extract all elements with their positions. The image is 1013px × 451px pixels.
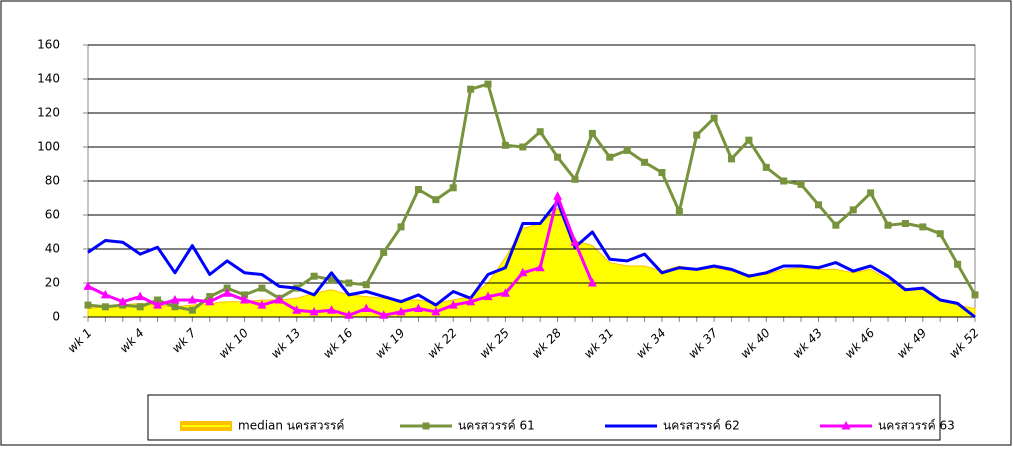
square-marker xyxy=(519,143,527,151)
triangle-marker xyxy=(135,291,145,301)
square-marker xyxy=(154,296,162,304)
legend-label: นครสวรรค์ 62 xyxy=(663,419,740,433)
triangle-marker xyxy=(100,289,110,299)
square-marker xyxy=(571,175,579,183)
square-marker xyxy=(710,114,718,122)
square-marker xyxy=(606,153,614,161)
square-marker xyxy=(728,155,736,163)
triangle-marker xyxy=(535,262,545,272)
triangle-marker xyxy=(205,296,215,306)
triangle-marker xyxy=(153,300,163,309)
square-marker xyxy=(467,85,475,93)
triangle-marker xyxy=(118,296,128,306)
square-marker xyxy=(762,163,770,171)
triangle-marker xyxy=(361,303,371,312)
y-tick-label: 0 xyxy=(52,310,60,324)
square-marker xyxy=(84,301,92,309)
square-marker xyxy=(345,279,353,287)
square-marker xyxy=(849,206,857,214)
triangle-marker xyxy=(413,303,423,312)
square-marker xyxy=(797,180,805,188)
square-marker xyxy=(188,306,196,314)
triangle-marker xyxy=(587,278,597,287)
triangle-marker xyxy=(570,237,580,246)
square-marker xyxy=(814,201,822,209)
square-marker xyxy=(936,230,944,238)
triangle-marker xyxy=(222,288,232,297)
triangle-marker xyxy=(187,295,197,304)
square-marker xyxy=(449,184,457,192)
legend-label: นครสวรรค์ 61 xyxy=(458,419,535,433)
square-marker xyxy=(414,186,422,193)
triangle-marker xyxy=(448,300,458,309)
square-marker xyxy=(380,248,388,256)
triangle-marker xyxy=(841,421,851,430)
square-marker xyxy=(641,158,649,166)
square-marker xyxy=(536,128,544,136)
square-marker xyxy=(901,220,909,227)
square-marker xyxy=(422,422,430,430)
square-marker xyxy=(362,281,370,289)
legend-label: median นครสวรรค์ xyxy=(238,419,344,433)
square-marker xyxy=(780,177,788,185)
triangle-marker xyxy=(431,306,441,316)
square-marker xyxy=(206,293,214,301)
square-marker xyxy=(588,129,596,137)
triangle-marker xyxy=(170,295,180,304)
series-line xyxy=(87,199,976,319)
square-marker xyxy=(501,141,509,149)
y-tick-label: 120 xyxy=(37,106,60,120)
square-marker xyxy=(327,276,335,284)
square-marker xyxy=(136,303,144,311)
square-marker xyxy=(258,284,266,292)
triangle-marker xyxy=(274,295,284,304)
triangle-marker xyxy=(326,305,336,314)
legend-label: นครสวรรค์ 63 xyxy=(878,419,955,433)
triangle-marker xyxy=(466,296,476,306)
square-marker xyxy=(554,153,562,161)
square-marker xyxy=(675,208,683,216)
square-marker xyxy=(745,136,753,144)
square-marker xyxy=(241,291,249,299)
square-marker xyxy=(658,169,666,176)
square-marker xyxy=(310,272,318,280)
triangle-marker xyxy=(344,310,354,319)
square-marker xyxy=(919,223,927,231)
y-tick-label: 20 xyxy=(45,276,60,290)
triangle-marker xyxy=(396,306,406,316)
square-marker xyxy=(954,260,962,268)
square-marker xyxy=(867,189,875,197)
triangle-marker xyxy=(553,191,563,200)
triangle-marker xyxy=(518,267,528,277)
square-marker xyxy=(223,284,231,292)
square-marker xyxy=(832,221,840,229)
square-marker xyxy=(971,291,979,299)
triangle-marker xyxy=(292,305,302,314)
series-line xyxy=(87,82,977,312)
y-tick-label: 60 xyxy=(45,208,60,222)
triangle-marker xyxy=(500,288,510,297)
square-marker xyxy=(693,131,701,139)
y-tick-label: 100 xyxy=(37,140,60,154)
triangle-marker xyxy=(83,281,93,290)
square-marker xyxy=(171,303,179,311)
square-marker xyxy=(884,221,892,229)
triangle-marker xyxy=(379,310,389,319)
y-tick-label: 80 xyxy=(45,174,60,188)
triangle-marker xyxy=(483,291,493,301)
square-marker xyxy=(397,223,405,231)
square-marker xyxy=(623,146,631,154)
triangle-marker xyxy=(309,306,319,316)
y-tick-label: 160 xyxy=(37,38,60,52)
legend-box xyxy=(147,394,941,441)
triangle-marker xyxy=(257,300,267,309)
square-marker xyxy=(484,80,492,88)
square-marker xyxy=(101,303,109,311)
y-tick-label: 140 xyxy=(37,72,60,86)
triangle-marker xyxy=(240,295,250,304)
square-marker xyxy=(432,196,440,204)
y-tick-label: 40 xyxy=(45,242,60,256)
